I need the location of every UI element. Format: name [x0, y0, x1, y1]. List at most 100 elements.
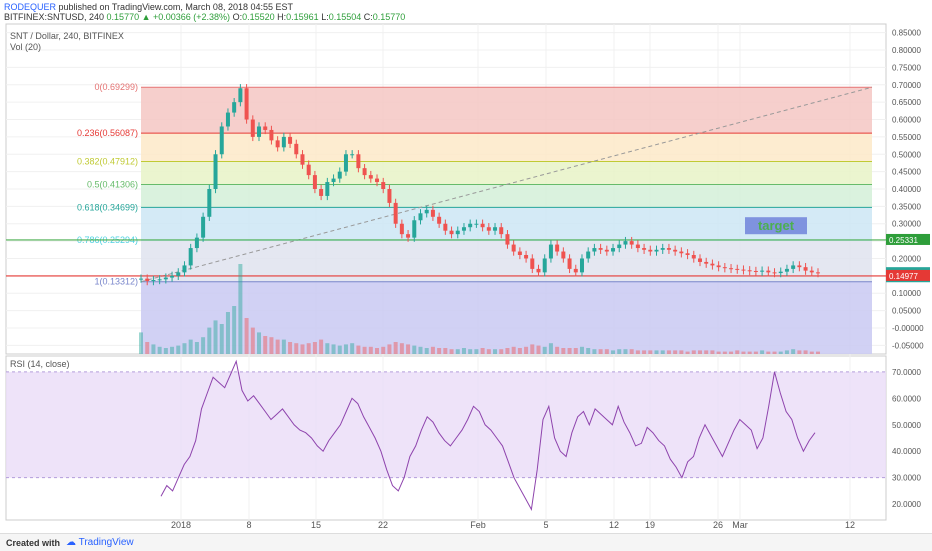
- fib-zone: [141, 87, 872, 134]
- candle-body: [319, 189, 324, 196]
- candle-body: [232, 102, 237, 113]
- volume-bar: [213, 320, 218, 354]
- candle-body: [393, 202, 398, 224]
- volume-bar: [418, 346, 423, 354]
- volume-bar: [536, 345, 541, 354]
- volume-bar: [673, 350, 678, 354]
- candle-body: [791, 265, 796, 269]
- price-tick-label: 0.65000: [892, 98, 921, 107]
- candle-body: [679, 251, 684, 254]
- candle-body: [517, 251, 522, 255]
- volume-bar: [468, 349, 473, 354]
- price-tick-label: 0.45000: [892, 168, 921, 177]
- candle-body: [375, 178, 380, 183]
- rsi-tick-label: 20.0000: [892, 500, 921, 509]
- chart-legend-title: SNT / Dollar, 240, BITFINEX: [10, 31, 124, 41]
- volume-bar: [275, 339, 280, 354]
- fib-label: 0.382(0.47912): [77, 157, 138, 167]
- volume-bar: [791, 349, 796, 354]
- candle-body: [343, 154, 348, 172]
- candle-body: [213, 154, 218, 189]
- volume-bar: [157, 346, 162, 354]
- volume-bar: [201, 337, 206, 354]
- tradingview-logo[interactable]: ☁ TradingView: [66, 537, 134, 548]
- time-tick-label: 19: [645, 520, 655, 530]
- volume-bar: [486, 349, 491, 354]
- volume-bar: [567, 348, 572, 354]
- candle-body: [816, 272, 820, 274]
- rsi-tick-label: 30.0000: [892, 474, 921, 483]
- volume-bar: [766, 351, 771, 354]
- volume-bar: [654, 350, 659, 354]
- candle-body: [157, 279, 162, 281]
- candle-body: [598, 248, 603, 250]
- ohlc-low-key: L:: [321, 12, 329, 22]
- ohlc-low-value: 0.15504: [328, 12, 362, 22]
- candle-body: [586, 251, 591, 259]
- volume-bar: [461, 348, 466, 354]
- price-tick-label: 0.30000: [892, 220, 921, 229]
- candle-body: [263, 126, 268, 130]
- candle-body: [542, 258, 547, 273]
- candle-body: [735, 268, 740, 270]
- candle-body: [685, 253, 690, 255]
- volume-bar: [760, 350, 765, 354]
- volume-bar: [170, 346, 175, 354]
- volume-bar: [263, 336, 268, 354]
- volume-bar: [455, 349, 460, 354]
- candle-body: [219, 126, 224, 155]
- candle-body: [331, 178, 336, 183]
- volume-bar: [816, 351, 820, 354]
- candle-body: [654, 249, 659, 252]
- candle-body: [548, 244, 553, 259]
- volume-bar: [598, 349, 603, 354]
- volume-bar: [474, 349, 479, 354]
- time-tick-label: Feb: [470, 520, 486, 530]
- volume-bar: [163, 348, 168, 354]
- volume-bar: [362, 346, 367, 354]
- price-tick-label: 0.55000: [892, 133, 921, 142]
- volume-bar: [530, 344, 535, 354]
- ohlc-open-value: 0.15520: [242, 12, 275, 22]
- candle-body: [306, 164, 311, 176]
- candle-body: [170, 275, 175, 278]
- candle-body: [555, 244, 560, 252]
- candle-body: [269, 129, 274, 141]
- candle-body: [182, 265, 187, 273]
- volume-bar: [542, 346, 547, 354]
- publisher-name[interactable]: RODEQUER: [4, 2, 57, 12]
- volume-bar: [424, 348, 429, 354]
- volume-bar: [493, 349, 498, 354]
- volume-bar: [176, 345, 181, 354]
- candle-body: [288, 136, 293, 144]
- ohlc-high-key: H:: [277, 12, 287, 22]
- candle-body: [350, 154, 355, 156]
- candle-body: [486, 227, 491, 231]
- volume-bar: [375, 348, 380, 354]
- candle-body: [337, 171, 342, 179]
- volume-bar: [747, 351, 752, 354]
- volume-bar: [803, 350, 808, 354]
- volume-bar: [704, 350, 709, 354]
- volume-bar: [772, 351, 777, 354]
- volume-bar: [548, 343, 553, 354]
- volume-bar: [648, 350, 653, 354]
- candle-body: [356, 154, 361, 169]
- rsi-line: [160, 359, 816, 511]
- volume-bar: [710, 350, 715, 354]
- candle-body: [151, 280, 156, 282]
- volume-bar: [729, 351, 734, 354]
- volume-bar: [281, 339, 286, 354]
- candle-body: [623, 241, 628, 245]
- rsi-tick-label: 40.0000: [892, 447, 921, 456]
- volume-bar: [437, 348, 442, 354]
- rsi-legend: RSI (14, close): [10, 359, 70, 369]
- volume-bar: [753, 351, 758, 354]
- time-tick-label: 2018: [171, 520, 191, 530]
- candle-body: [567, 258, 572, 269]
- candle-body: [629, 241, 634, 245]
- volume-bar: [716, 351, 721, 354]
- ohlc-high-value: 0.15961: [286, 12, 319, 22]
- candle-body: [716, 265, 721, 268]
